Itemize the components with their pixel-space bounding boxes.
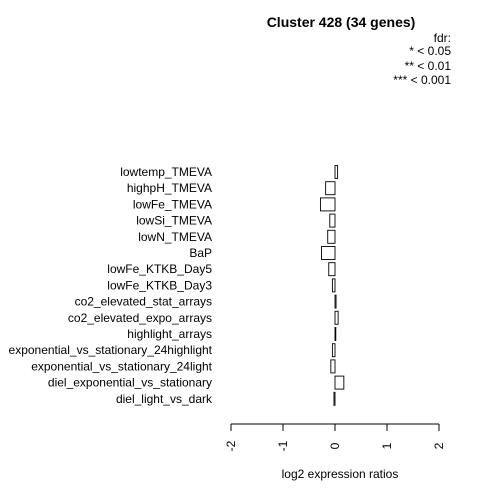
legend-entry: * < 0.05	[409, 44, 451, 58]
bar	[330, 359, 336, 374]
category-label: lowtemp_TMEVA	[120, 165, 212, 179]
bar	[331, 278, 336, 293]
category-label: highpH_TMEVA	[127, 181, 212, 195]
category-label: exponential_vs_stationary_24light	[31, 359, 212, 373]
x-axis-label: log2 expression ratios	[282, 467, 399, 481]
legend-entry: *** < 0.001	[393, 73, 451, 87]
legend: fdr: * < 0.05 ** < 0.01 *** < 0.001	[393, 31, 451, 87]
category-label: lowFe_TMEVA	[133, 197, 212, 211]
bar	[331, 343, 336, 358]
x-tick-label: -1	[276, 440, 290, 451]
category-label: diel_light_vs_dark	[116, 392, 213, 406]
bar	[333, 391, 336, 406]
legend-entry: ** < 0.01	[405, 59, 452, 73]
bar	[334, 294, 337, 309]
bar	[334, 310, 339, 325]
bar	[329, 213, 336, 228]
bar	[321, 246, 336, 260]
category-label: BaP	[189, 246, 212, 260]
category-label: co2_elevated_stat_arrays	[75, 295, 212, 309]
x-tick-label: 2	[432, 442, 446, 449]
x-tick-label: 0	[328, 442, 342, 449]
x-axis: -2 -1 0 1 2	[224, 423, 446, 451]
bar	[334, 165, 339, 179]
category-label: co2_elevated_expo_arrays	[68, 311, 212, 325]
legend-title: fdr:	[434, 31, 451, 45]
plot-area: lowtemp_TMEVA highpH_TMEVA lowFe_TMEVA lowS…	[9, 165, 345, 406]
bar	[334, 375, 345, 390]
chart-title: Cluster 428 (34 genes)	[267, 14, 416, 30]
category-label: lowSi_TMEVA	[136, 214, 212, 228]
category-label: exponential_vs_stationary_24highlight	[9, 343, 213, 357]
category-label: highlight_arrays	[127, 327, 212, 341]
bar	[327, 229, 336, 244]
bar	[325, 181, 336, 196]
x-tick-label: 1	[380, 442, 394, 449]
bar	[328, 262, 336, 277]
category-label: lowFe_KTKB_Day5	[107, 262, 212, 276]
category-label: lowFe_KTKB_Day3	[107, 278, 212, 292]
category-label: lowN_TMEVA	[138, 230, 212, 244]
bar	[334, 327, 337, 341]
x-tick-label: -2	[224, 440, 238, 451]
category-label: diel_exponential_vs_stationary	[48, 376, 212, 390]
bar	[319, 197, 336, 212]
